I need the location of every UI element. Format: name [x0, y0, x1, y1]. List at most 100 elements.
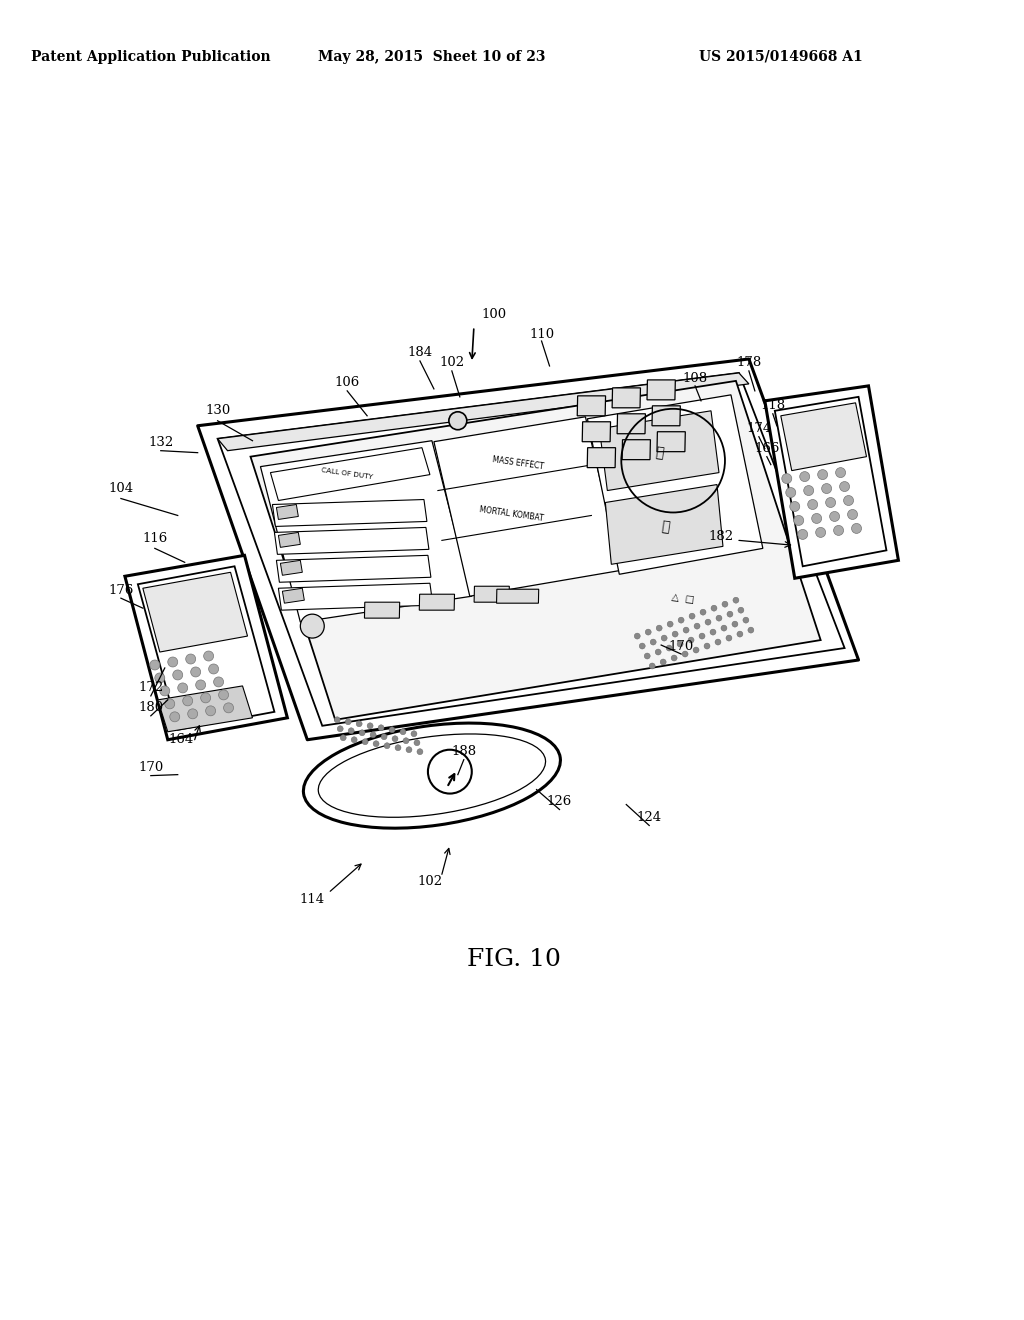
Circle shape [715, 639, 721, 645]
Circle shape [644, 653, 650, 659]
Text: 100: 100 [481, 308, 506, 321]
Text: May 28, 2015  Sheet 10 of 23: May 28, 2015 Sheet 10 of 23 [318, 50, 546, 63]
Circle shape [449, 412, 467, 430]
Circle shape [345, 719, 351, 725]
Polygon shape [270, 447, 430, 500]
Circle shape [667, 645, 672, 651]
Circle shape [852, 524, 861, 533]
Circle shape [155, 673, 165, 682]
Polygon shape [652, 405, 680, 426]
Polygon shape [612, 388, 640, 408]
Text: 170: 170 [138, 762, 164, 774]
Polygon shape [198, 359, 858, 739]
Polygon shape [276, 556, 431, 582]
Text: 172: 172 [138, 681, 164, 694]
Text: 118: 118 [760, 400, 785, 412]
Circle shape [381, 734, 387, 739]
Circle shape [655, 649, 662, 655]
Polygon shape [365, 602, 399, 618]
Circle shape [645, 630, 651, 635]
Circle shape [218, 690, 228, 700]
Circle shape [392, 735, 398, 742]
Polygon shape [588, 395, 763, 574]
Text: 180: 180 [138, 701, 164, 714]
Circle shape [800, 471, 810, 482]
Circle shape [400, 729, 406, 735]
Circle shape [656, 626, 663, 631]
Polygon shape [158, 686, 253, 731]
Circle shape [206, 706, 216, 715]
Text: 106: 106 [335, 376, 359, 389]
Circle shape [706, 619, 711, 626]
Circle shape [223, 702, 233, 713]
Polygon shape [617, 413, 645, 434]
Circle shape [821, 483, 831, 494]
Circle shape [672, 631, 678, 638]
Text: 170: 170 [669, 640, 693, 652]
Circle shape [688, 638, 694, 643]
Circle shape [182, 696, 193, 706]
Text: 164: 164 [168, 733, 194, 746]
Circle shape [165, 698, 175, 709]
Circle shape [794, 516, 804, 525]
Circle shape [300, 614, 325, 638]
Circle shape [178, 682, 187, 693]
Text: 124: 124 [637, 810, 662, 824]
Polygon shape [260, 441, 472, 622]
Text: 184: 184 [408, 346, 432, 359]
Circle shape [348, 727, 354, 734]
Polygon shape [419, 594, 455, 610]
Circle shape [639, 643, 645, 649]
Circle shape [693, 647, 699, 653]
Polygon shape [272, 499, 427, 527]
Circle shape [650, 639, 656, 645]
Circle shape [726, 635, 732, 642]
Circle shape [678, 618, 684, 623]
Polygon shape [780, 403, 866, 471]
Circle shape [359, 730, 366, 735]
Ellipse shape [303, 723, 560, 828]
Circle shape [160, 686, 170, 696]
Polygon shape [599, 411, 719, 491]
Text: MORTAL KOMBAT: MORTAL KOMBAT [479, 506, 545, 524]
Circle shape [798, 529, 808, 540]
Text: 110: 110 [529, 327, 554, 341]
Circle shape [411, 731, 417, 737]
Circle shape [682, 651, 688, 657]
Circle shape [705, 643, 710, 649]
Polygon shape [283, 589, 304, 603]
Text: CALL OF DUTY: CALL OF DUTY [322, 467, 374, 480]
Circle shape [649, 663, 655, 669]
Text: FIG. 10: FIG. 10 [467, 948, 560, 970]
Circle shape [187, 709, 198, 719]
Circle shape [689, 614, 695, 619]
Circle shape [711, 605, 717, 611]
Circle shape [168, 657, 178, 667]
Text: 188: 188 [452, 746, 476, 758]
Polygon shape [775, 397, 887, 566]
Circle shape [185, 653, 196, 664]
Circle shape [403, 738, 409, 743]
Polygon shape [497, 589, 539, 603]
Circle shape [173, 671, 182, 680]
Polygon shape [279, 583, 433, 610]
Circle shape [662, 635, 668, 642]
Circle shape [406, 747, 412, 752]
Text: 108: 108 [683, 372, 708, 385]
Circle shape [781, 474, 792, 483]
Circle shape [671, 655, 677, 661]
Text: 178: 178 [736, 356, 762, 370]
Circle shape [816, 528, 825, 537]
Circle shape [804, 486, 814, 495]
Circle shape [196, 680, 206, 690]
Circle shape [150, 660, 160, 671]
Circle shape [818, 470, 827, 479]
Polygon shape [125, 556, 288, 739]
Circle shape [634, 634, 640, 639]
Text: △  □: △ □ [671, 591, 695, 605]
Circle shape [722, 601, 728, 607]
Circle shape [742, 618, 749, 623]
Circle shape [668, 622, 673, 627]
Polygon shape [605, 484, 723, 565]
Circle shape [737, 631, 742, 638]
